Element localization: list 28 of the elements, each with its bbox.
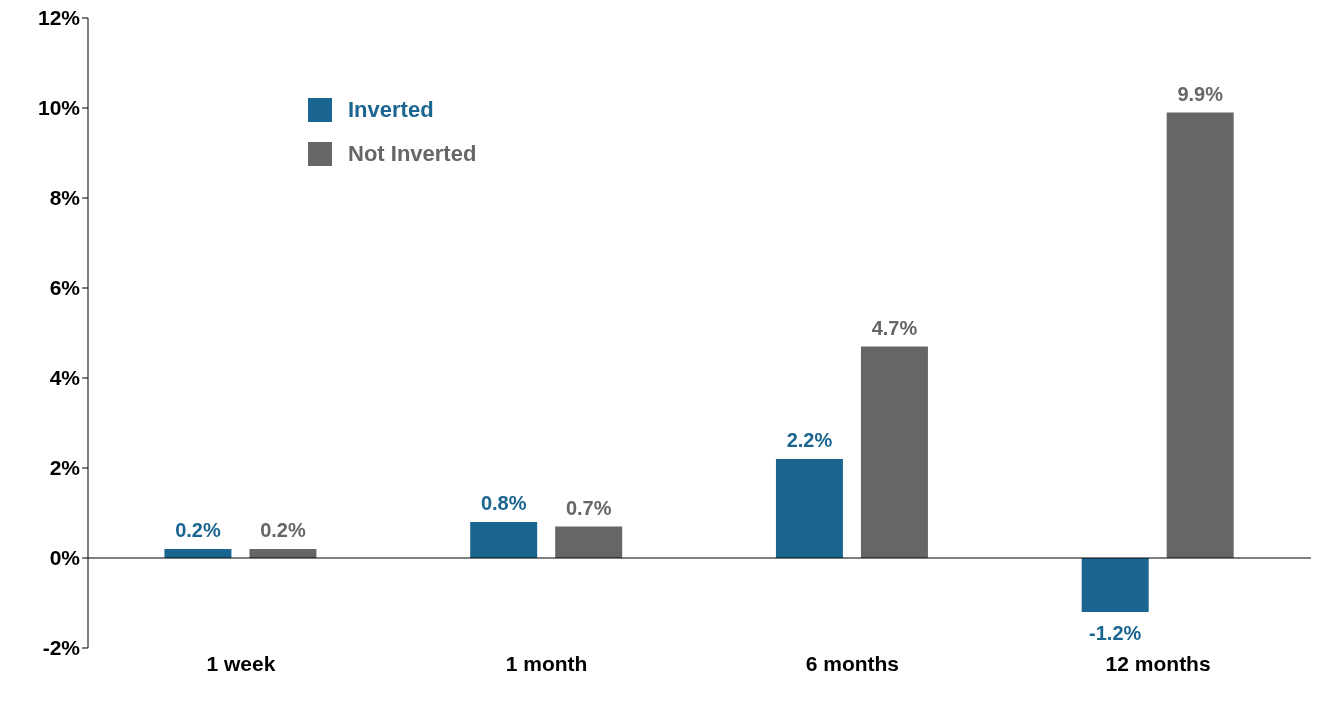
bar xyxy=(1166,112,1234,558)
data-label: 0.2% xyxy=(260,519,306,541)
x-tick-label: 1 month xyxy=(505,651,588,675)
legend-label: Inverted xyxy=(348,97,434,123)
legend-label: Not Inverted xyxy=(348,141,477,167)
bar xyxy=(470,522,538,558)
y-tick-label: 6% xyxy=(49,276,81,300)
data-label: 0.7% xyxy=(565,496,612,519)
data-label: 9.9% xyxy=(1177,82,1224,105)
y-tick-label: -2% xyxy=(42,636,81,660)
y-tick-label: 2% xyxy=(49,456,81,480)
data-label: 0.2% xyxy=(175,519,221,541)
x-tick-label: 1 week xyxy=(206,651,276,675)
bar xyxy=(555,526,623,558)
data-label: 4.7% xyxy=(871,316,918,339)
x-tick-label: 12 months xyxy=(1105,651,1211,675)
data-label: 0.8% xyxy=(480,492,527,514)
bar xyxy=(860,346,928,558)
y-tick-label: 0% xyxy=(49,546,81,570)
bar xyxy=(1081,558,1149,612)
data-label: 2.2% xyxy=(786,429,833,451)
y-tick-label: 4% xyxy=(49,366,81,390)
bar xyxy=(775,459,843,558)
y-tick-label: 12% xyxy=(37,6,81,30)
y-tick-label: 8% xyxy=(49,186,81,210)
data-label: -1.2% xyxy=(1089,622,1142,644)
x-tick-label: 6 months xyxy=(805,651,900,675)
y-tick-label: 10% xyxy=(37,96,81,120)
